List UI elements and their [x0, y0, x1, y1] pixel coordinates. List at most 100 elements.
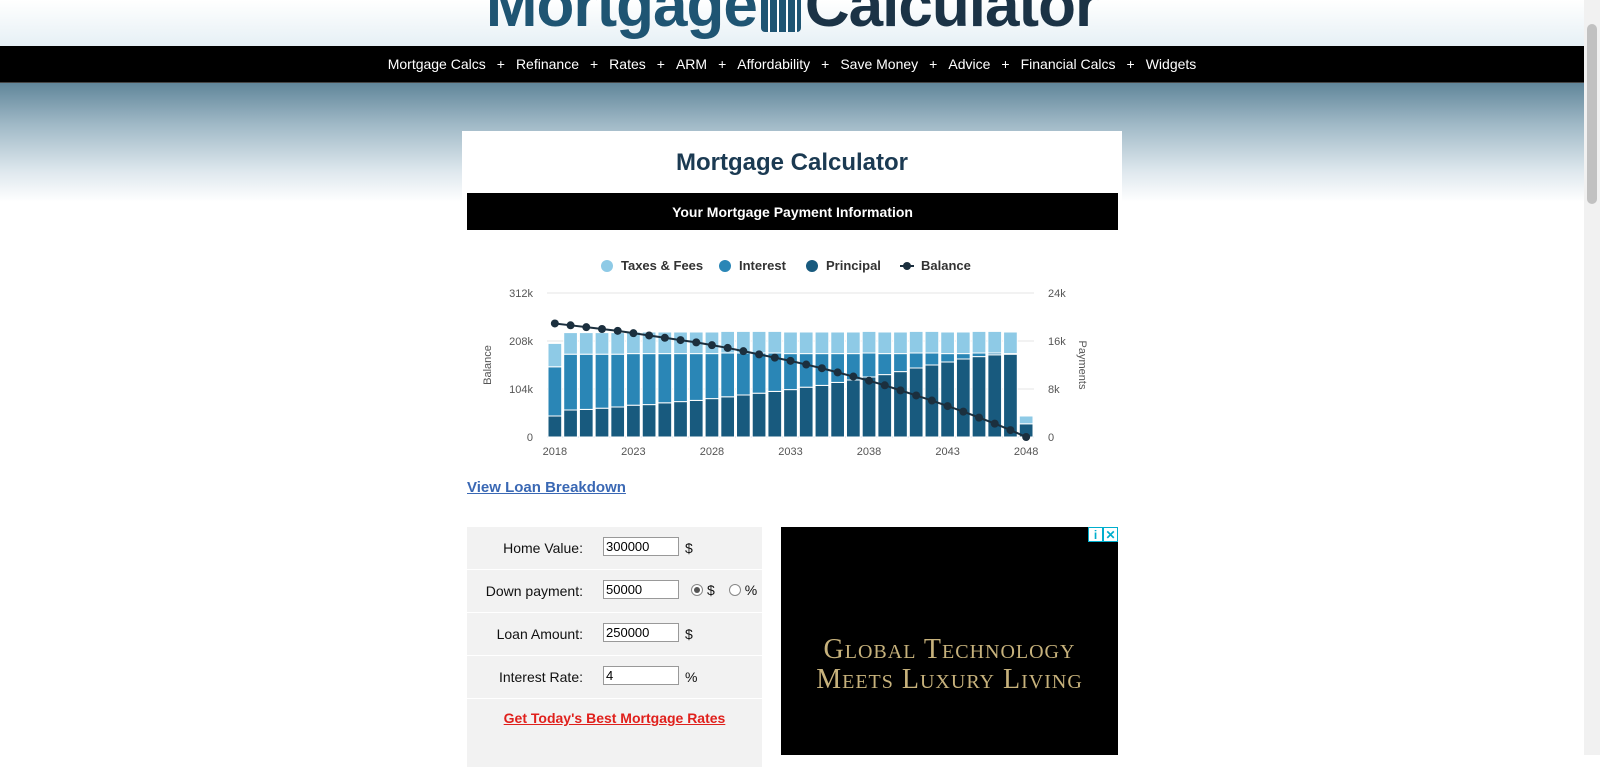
bar-interest [908, 352, 924, 369]
nav-item-refinance[interactable]: Refinance [515, 56, 579, 72]
bar-interest [641, 353, 657, 406]
logo-word-mortgage: Mortgage [485, 0, 758, 40]
bar-interest [704, 353, 720, 400]
scrollbar-thumb[interactable] [1587, 24, 1597, 204]
dollar-radio-label: $ [707, 582, 715, 598]
bar-taxes [908, 330, 924, 354]
balance-point [739, 347, 748, 356]
site-header: Mortgage Calculator [0, 0, 1584, 46]
percent-radio[interactable] [728, 584, 741, 596]
mortgage-form: Home Value: $ Down payment: $ % Loan Amo… [467, 527, 762, 767]
bar-taxes [563, 332, 578, 355]
balance-point [943, 402, 952, 411]
nav-separator: + [656, 56, 665, 72]
y-left-tick-label: 104k [509, 384, 533, 396]
legend-principal-label: Principal [826, 258, 881, 273]
interest-rate-input[interactable] [603, 666, 679, 685]
bar-principal [736, 394, 751, 438]
balance-point [629, 329, 638, 338]
bar-principal [861, 376, 877, 438]
nav-item-advice[interactable]: Advice [948, 56, 991, 72]
balance-point [707, 341, 716, 350]
interest-rate-row: Interest Rate: % [467, 656, 762, 699]
x-tick-label: 2018 [543, 446, 567, 458]
bar-principal [814, 384, 830, 438]
bar-principal [657, 402, 673, 438]
bar-interest [626, 353, 641, 406]
bar-principal [626, 404, 641, 438]
page-title: Mortgage Calculator [675, 149, 909, 176]
logo-word-calculator: Calculator [804, 0, 1099, 40]
bar-taxes [924, 330, 940, 354]
bar-principal [610, 406, 626, 438]
bar-taxes [767, 330, 783, 354]
ad-close-icon[interactable]: ✕ [1103, 527, 1118, 542]
balance-point [865, 376, 874, 385]
legend-interest-marker [719, 260, 731, 272]
balance-point [1006, 426, 1015, 435]
bar-principal [908, 367, 924, 438]
bar-interest [830, 353, 845, 383]
nav-item-widgets[interactable]: Widgets [1145, 56, 1197, 72]
x-tick-label: 2023 [621, 446, 645, 458]
bar-interest [720, 352, 736, 398]
bar-taxes [814, 331, 830, 355]
advertisement[interactable]: Global Technology Meets Luxury Living i … [781, 527, 1118, 755]
interest-rate-label: Interest Rate: [498, 669, 583, 685]
nav-item-financial-calcs[interactable]: Financial Calcs [1020, 56, 1116, 72]
nav-separator: + [1126, 56, 1135, 72]
legend-taxes-marker [601, 260, 613, 272]
ad-headline[interactable]: Global Technology Meets Luxury Living [781, 635, 1118, 695]
bar-principal [673, 401, 688, 438]
bar-taxes [861, 330, 877, 354]
bar-taxes [940, 331, 955, 355]
balance-point [597, 325, 606, 333]
bar-principal [893, 371, 908, 438]
site-logo[interactable]: Mortgage Calculator [0, 0, 1584, 41]
bar-principal [971, 356, 987, 438]
bar-interest [971, 352, 987, 358]
home-value-input[interactable] [603, 537, 679, 556]
bar-interest [861, 352, 877, 378]
balance-point [927, 396, 936, 405]
bar-principal [578, 408, 594, 438]
x-tick-label: 2043 [935, 446, 959, 458]
balance-point [786, 356, 795, 365]
loan-amount-input[interactable] [603, 623, 679, 642]
down-payment-input[interactable] [603, 580, 679, 599]
x-tick-label: 2028 [700, 446, 724, 458]
bar-taxes [594, 332, 610, 355]
ad-line-2: Meets Luxury Living [816, 664, 1083, 695]
nav-item-arm[interactable]: ARM [675, 56, 708, 72]
best-mortgage-rates-link[interactable]: Get Today's Best Mortgage Rates [503, 710, 726, 726]
dollar-radio[interactable] [691, 584, 703, 596]
balance-point [959, 407, 968, 416]
nav-item-mortgage-calcs[interactable]: Mortgage Calcs [387, 56, 486, 72]
balance-point [660, 333, 669, 342]
home-value-unit: $ [685, 540, 693, 556]
bar-taxes [955, 331, 971, 355]
balance-point [1022, 433, 1031, 441]
bar-interest [578, 353, 594, 410]
nav-item-rates[interactable]: Rates [609, 56, 646, 72]
bar-taxes [1018, 415, 1034, 425]
calculator-card: Mortgage Calculator Your Mortgage Paymen… [462, 131, 1122, 767]
bar-interest [610, 353, 626, 408]
main-navigation: Mortgage Calcs + Refinance + Rates + ARM + Affor… [0, 46, 1584, 83]
view-loan-breakdown-link[interactable]: View Loan Breakdown [467, 479, 626, 496]
bar-taxes [845, 331, 861, 355]
x-tick-label: 2038 [857, 446, 881, 458]
ad-info-icon[interactable]: i [1088, 527, 1103, 542]
y-right-tick-label: 0 [1048, 432, 1054, 444]
loan-amount-unit: $ [685, 626, 693, 642]
balance-point [849, 372, 858, 381]
home-value-row: Home Value: $ [467, 527, 762, 570]
bar-interest [563, 353, 578, 411]
page-scrollbar[interactable] [1584, 0, 1600, 755]
bar-principal [955, 358, 971, 438]
nav-item-save-money[interactable]: Save Money [840, 56, 919, 72]
bar-interest [751, 352, 767, 394]
nav-item-affordability[interactable]: Affordability [737, 56, 811, 72]
bar-principal [704, 398, 720, 438]
bar-interest [893, 353, 908, 373]
